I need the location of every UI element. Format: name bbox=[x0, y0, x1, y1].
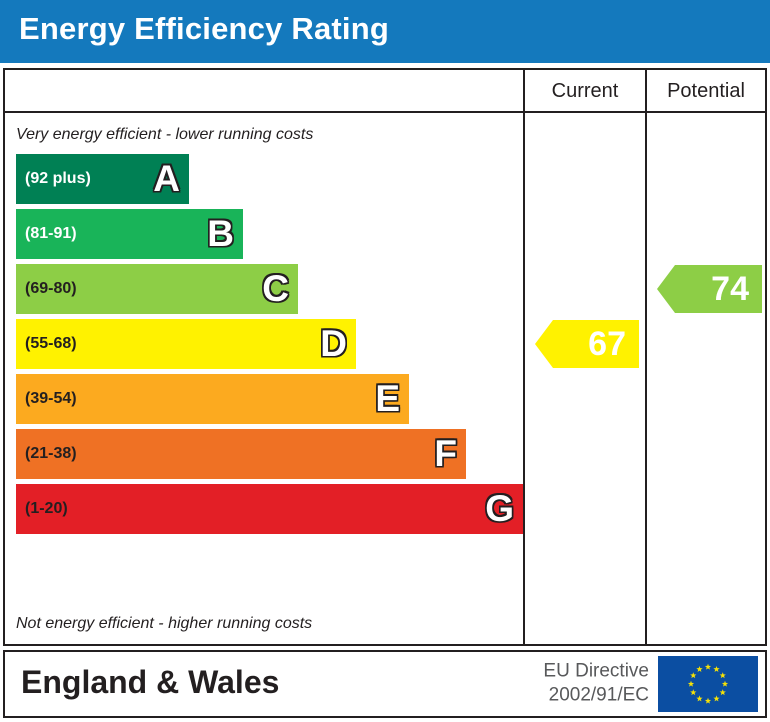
caption-inefficient: Not energy efficient - higher running co… bbox=[16, 615, 313, 632]
rating-arrow-current: 67 bbox=[535, 320, 639, 368]
band-letter-label: F bbox=[434, 432, 457, 474]
band-letter-label: A bbox=[153, 157, 180, 199]
band-range-label: (55-68) bbox=[25, 335, 77, 352]
eu-star-icon bbox=[721, 680, 729, 687]
rating-value-current: 67 bbox=[588, 325, 626, 363]
rating-band-c: (69-80) C bbox=[16, 264, 298, 314]
band-range-label: (81-91) bbox=[25, 225, 77, 242]
chart-title-bar: Energy Efficiency Rating bbox=[0, 0, 770, 63]
footer-directive-line1: EU Directive bbox=[543, 660, 649, 682]
eu-star-icon bbox=[690, 672, 697, 679]
band-letter-label: E bbox=[375, 377, 400, 419]
footer-directive-line2: 2002/91/EC bbox=[548, 685, 649, 706]
rating-band-e: (39-54) E bbox=[16, 374, 409, 424]
column-header-potential: Potential bbox=[667, 80, 745, 102]
page-title: Energy Efficiency Rating bbox=[19, 11, 390, 46]
rating-band-a: (92 plus) A bbox=[16, 154, 189, 204]
band-letter-label: C bbox=[262, 267, 289, 309]
rating-band-b: (81-91) B bbox=[16, 209, 243, 259]
rating-band-d: (55-68) D bbox=[16, 319, 356, 369]
eu-star-icon bbox=[704, 697, 712, 704]
eu-flag-icon bbox=[658, 656, 758, 712]
eu-star-icon bbox=[713, 665, 720, 672]
rating-value-potential: 74 bbox=[711, 270, 749, 308]
eu-star-icon bbox=[690, 689, 697, 696]
band-letter-label: B bbox=[207, 212, 234, 254]
footer-directive: EU Directive 2002/91/EC bbox=[543, 660, 649, 709]
rating-bands: (92 plus) A (81-91) B (69-80) C (55-68) D (39-54… bbox=[5, 70, 523, 644]
eu-star-icon bbox=[687, 680, 695, 687]
eu-star-icon bbox=[719, 689, 726, 696]
column-header-current: Current bbox=[551, 80, 619, 102]
chart-footer: England & Wales EU Directive 2002/91/EC bbox=[3, 650, 767, 718]
band-range-label: (92 plus) bbox=[25, 170, 91, 187]
footer-region-label: England & Wales bbox=[21, 664, 280, 701]
band-letter-label: G bbox=[485, 487, 514, 529]
column-header-row: Current Potential bbox=[5, 70, 765, 113]
band-range-label: (21-38) bbox=[25, 445, 77, 462]
column-divider-potential bbox=[645, 70, 647, 644]
rating-band-f: (21-38) F bbox=[16, 429, 466, 479]
caption-efficient: Very energy efficient - lower running co… bbox=[16, 126, 314, 143]
eu-star-icon bbox=[696, 665, 703, 672]
band-range-label: (39-54) bbox=[25, 390, 77, 407]
rating-band-g: (1-20) G bbox=[16, 484, 523, 534]
rating-arrow-potential: 74 bbox=[657, 265, 762, 313]
band-letter-label: D bbox=[320, 322, 347, 364]
eu-star-icon bbox=[713, 695, 720, 702]
chart-body: Current Potential Very energy efficient … bbox=[3, 68, 767, 646]
band-range-label: (1-20) bbox=[25, 500, 68, 517]
band-range-label: (69-80) bbox=[25, 280, 77, 297]
eu-star-icon bbox=[719, 672, 726, 679]
eu-star-icon bbox=[696, 695, 703, 702]
eu-star-icon bbox=[704, 663, 712, 670]
column-divider-current bbox=[523, 70, 525, 644]
